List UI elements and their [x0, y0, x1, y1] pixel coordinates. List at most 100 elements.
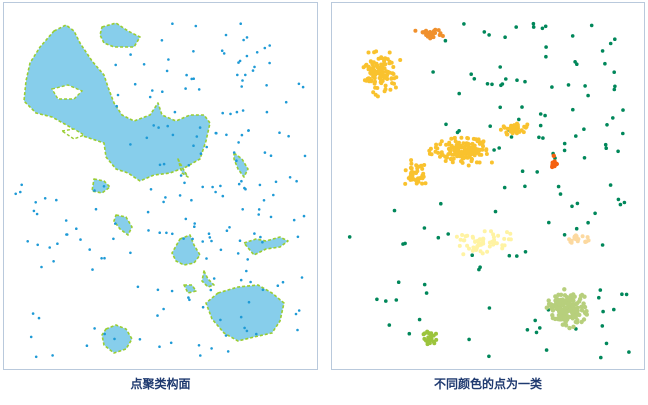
- cluster-point-gold: [479, 152, 484, 157]
- noise-point: [571, 107, 575, 112]
- outlier-point: [75, 227, 78, 230]
- cluster-point-pale-yellow: [496, 233, 501, 238]
- cluster-point-light-green: [562, 315, 567, 321]
- noise-point: [620, 292, 624, 297]
- outlier-point: [232, 151, 236, 154]
- outlier-point: [146, 210, 150, 214]
- noise-point: [444, 122, 448, 127]
- cluster-polygon: [233, 152, 249, 178]
- cluster-point-light-green: [582, 304, 588, 310]
- cluster-point-light-green: [563, 319, 569, 324]
- noise-point: [394, 298, 399, 302]
- cluster-point-light-green: [549, 306, 554, 311]
- cluster-point-gold: [387, 50, 392, 55]
- outlier-point: [114, 222, 117, 225]
- cluster-point-light-green: [554, 301, 559, 306]
- cluster-polygon: [243, 236, 289, 256]
- outlier-point: [224, 334, 228, 337]
- outlier-point: [253, 65, 256, 69]
- noise-point: [497, 146, 501, 150]
- noise-point: [407, 331, 412, 336]
- cluster-point-pale-yellow: [500, 246, 505, 251]
- cluster-point-gold: [371, 65, 376, 70]
- noise-point: [523, 250, 528, 254]
- outlier-point: [91, 268, 94, 271]
- outlier-point: [79, 238, 82, 241]
- outlier-point: [113, 337, 116, 341]
- outlier-point: [34, 355, 38, 359]
- outlier-point: [183, 181, 186, 185]
- cluster-point-light-green: [572, 314, 578, 319]
- cluster-point-gold: [466, 163, 471, 168]
- outlier-point: [145, 136, 149, 140]
- cluster-point-gold: [465, 149, 470, 154]
- cluster-point-pale-yellow: [485, 249, 490, 254]
- cluster-point-gold: [524, 124, 529, 129]
- noise-point: [503, 35, 507, 39]
- outlier-point: [257, 208, 261, 211]
- cluster-point-orange: [436, 28, 441, 33]
- cluster-point-gold: [369, 69, 374, 74]
- outlier-point: [188, 298, 191, 302]
- cluster-point-gold: [390, 81, 395, 86]
- cluster-point-gold: [384, 69, 389, 74]
- cluster-point-pale-yellow: [505, 230, 509, 235]
- noise-point: [392, 208, 397, 213]
- noise-point: [603, 61, 607, 66]
- cluster-point-pale-yellow: [473, 239, 478, 244]
- noise-point: [457, 91, 461, 96]
- cluster-point-pale-yellow: [481, 236, 486, 241]
- outlier-point: [156, 314, 159, 317]
- cluster-point-pale-yellow: [461, 252, 466, 257]
- noise-point: [598, 288, 603, 292]
- cluster-point-gold: [373, 69, 377, 74]
- noise-point: [531, 25, 536, 29]
- outlier-point: [297, 82, 301, 86]
- cluster-point-gold: [455, 144, 460, 149]
- cluster-point-gold: [465, 155, 470, 160]
- right-caption: 不同颜色的点为一类: [433, 377, 542, 391]
- outlier-point: [20, 183, 24, 187]
- outlier-point: [201, 240, 204, 243]
- cluster-point-gold: [419, 175, 424, 180]
- outlier-point: [281, 280, 285, 284]
- cluster-point-light-green: [579, 308, 585, 313]
- noise-point: [507, 253, 512, 258]
- noise-point: [540, 26, 545, 31]
- noise-point: [498, 65, 502, 69]
- cluster-point-gold: [408, 175, 413, 180]
- outlier-point: [136, 285, 140, 289]
- outlier-point: [93, 327, 96, 330]
- cluster-point-pale-yellow: [489, 229, 493, 234]
- cluster-polygon: [171, 234, 201, 266]
- outlier-point: [192, 144, 195, 147]
- noise-point: [601, 309, 605, 314]
- cluster-point-gold: [472, 153, 477, 158]
- noise-point: [523, 79, 527, 84]
- noise-point: [487, 33, 491, 37]
- outlier-point: [198, 126, 202, 129]
- outlier-point: [257, 213, 260, 216]
- cluster-point-gold: [377, 68, 382, 73]
- outlier-point: [288, 176, 292, 179]
- cluster-point-gold: [470, 147, 475, 152]
- cluster-point-olive: [431, 333, 436, 338]
- noise-point: [514, 25, 518, 29]
- outlier-point: [187, 164, 191, 167]
- cluster-point-light-green: [579, 319, 584, 325]
- cluster-point-pale-yellow: [460, 233, 465, 237]
- noise-point: [616, 149, 620, 154]
- noise-point: [469, 72, 473, 76]
- outlier-point: [171, 232, 174, 236]
- outlier-point: [160, 39, 164, 42]
- cluster-point-gold: [410, 173, 415, 177]
- cluster-point-light-green: [550, 315, 556, 321]
- outlier-point: [239, 22, 242, 26]
- outlier-point: [249, 280, 252, 284]
- cluster-point-orange: [413, 28, 418, 33]
- outlier-point: [269, 215, 273, 219]
- cluster-point-light-green: [553, 304, 559, 310]
- outlier-point: [129, 143, 132, 146]
- outlier-point: [295, 179, 298, 183]
- cluster-point-gold: [477, 147, 482, 152]
